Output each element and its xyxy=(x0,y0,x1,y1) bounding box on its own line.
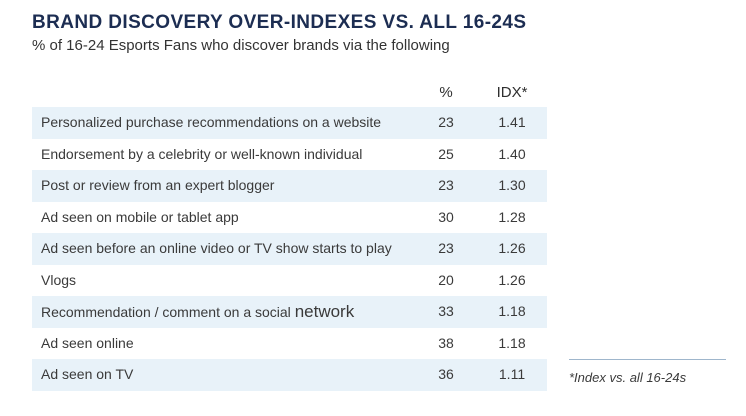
row-index-value: 1.30 xyxy=(498,177,526,193)
chart-title: BRAND DISCOVERY OVER-INDEXES VS. ALL 16-… xyxy=(32,12,527,33)
table-row: Post or review from an expert blogger 23… xyxy=(32,170,547,202)
row-index-value: 1.41 xyxy=(498,114,526,130)
row-percent-value: 30 xyxy=(438,208,454,225)
row-percent-value: 23 xyxy=(438,177,454,193)
row-label: Vlogs xyxy=(41,271,77,288)
row-label: Ad seen on mobile or tablet app xyxy=(41,208,239,225)
row-label-group: Recommendation / comment on a social net… xyxy=(41,296,354,329)
table-row: Vlogs 20 1.26 xyxy=(32,265,547,297)
row-label: Post or review from an expert blogger xyxy=(41,177,275,193)
table-row: Recommendation / comment on a social net… xyxy=(32,296,547,328)
row-percent-value: 23 xyxy=(438,240,454,256)
row-label: Endorsement by a celebrity or well-known… xyxy=(41,145,363,162)
table-row: Ad seen before an online video or TV sho… xyxy=(32,233,547,265)
row-index-value: 1.40 xyxy=(498,145,526,162)
row-index-value: 1.28 xyxy=(498,208,526,225)
table-row: Ad seen online 38 1.18 xyxy=(32,328,547,360)
table-row: Ad seen on TV 36 1.11 xyxy=(32,359,547,391)
row-label: Personalized purchase recommendations on… xyxy=(41,114,382,130)
column-header-index: IDX* xyxy=(496,84,528,101)
table-row: Ad seen on mobile or tablet app 30 1.28 xyxy=(32,202,547,234)
column-header-percent: % xyxy=(439,84,453,101)
row-percent-value: 20 xyxy=(438,271,454,288)
row-percent-value: 33 xyxy=(438,303,454,319)
row-percent-value: 36 xyxy=(438,366,454,382)
row-label: Ad seen before an online video or TV sho… xyxy=(41,240,392,256)
footnote-divider xyxy=(569,359,726,360)
row-percent-value: 38 xyxy=(438,334,454,351)
table-row: Personalized purchase recommendations on… xyxy=(32,107,547,139)
table-row: Endorsement by a celebrity or well-known… xyxy=(32,139,547,171)
row-label: Ad seen online xyxy=(41,334,134,351)
row-percent-value: 23 xyxy=(438,114,454,130)
row-percent-value: 25 xyxy=(438,145,454,162)
row-index-value: 1.11 xyxy=(498,366,526,382)
chart-subtitle: % of 16-24 Esports Fans who discover bra… xyxy=(32,37,450,54)
row-index-value: 1.26 xyxy=(498,271,526,288)
row-index-value: 1.18 xyxy=(498,303,526,319)
footnote: *Index vs. all 16-24s xyxy=(569,370,687,385)
row-label-emphasis: network xyxy=(294,302,355,321)
row-index-value: 1.26 xyxy=(498,240,526,256)
row-label: Ad seen on TV xyxy=(41,366,134,382)
row-label: Recommendation / comment on a social xyxy=(41,304,291,320)
row-index-value: 1.18 xyxy=(498,334,526,351)
